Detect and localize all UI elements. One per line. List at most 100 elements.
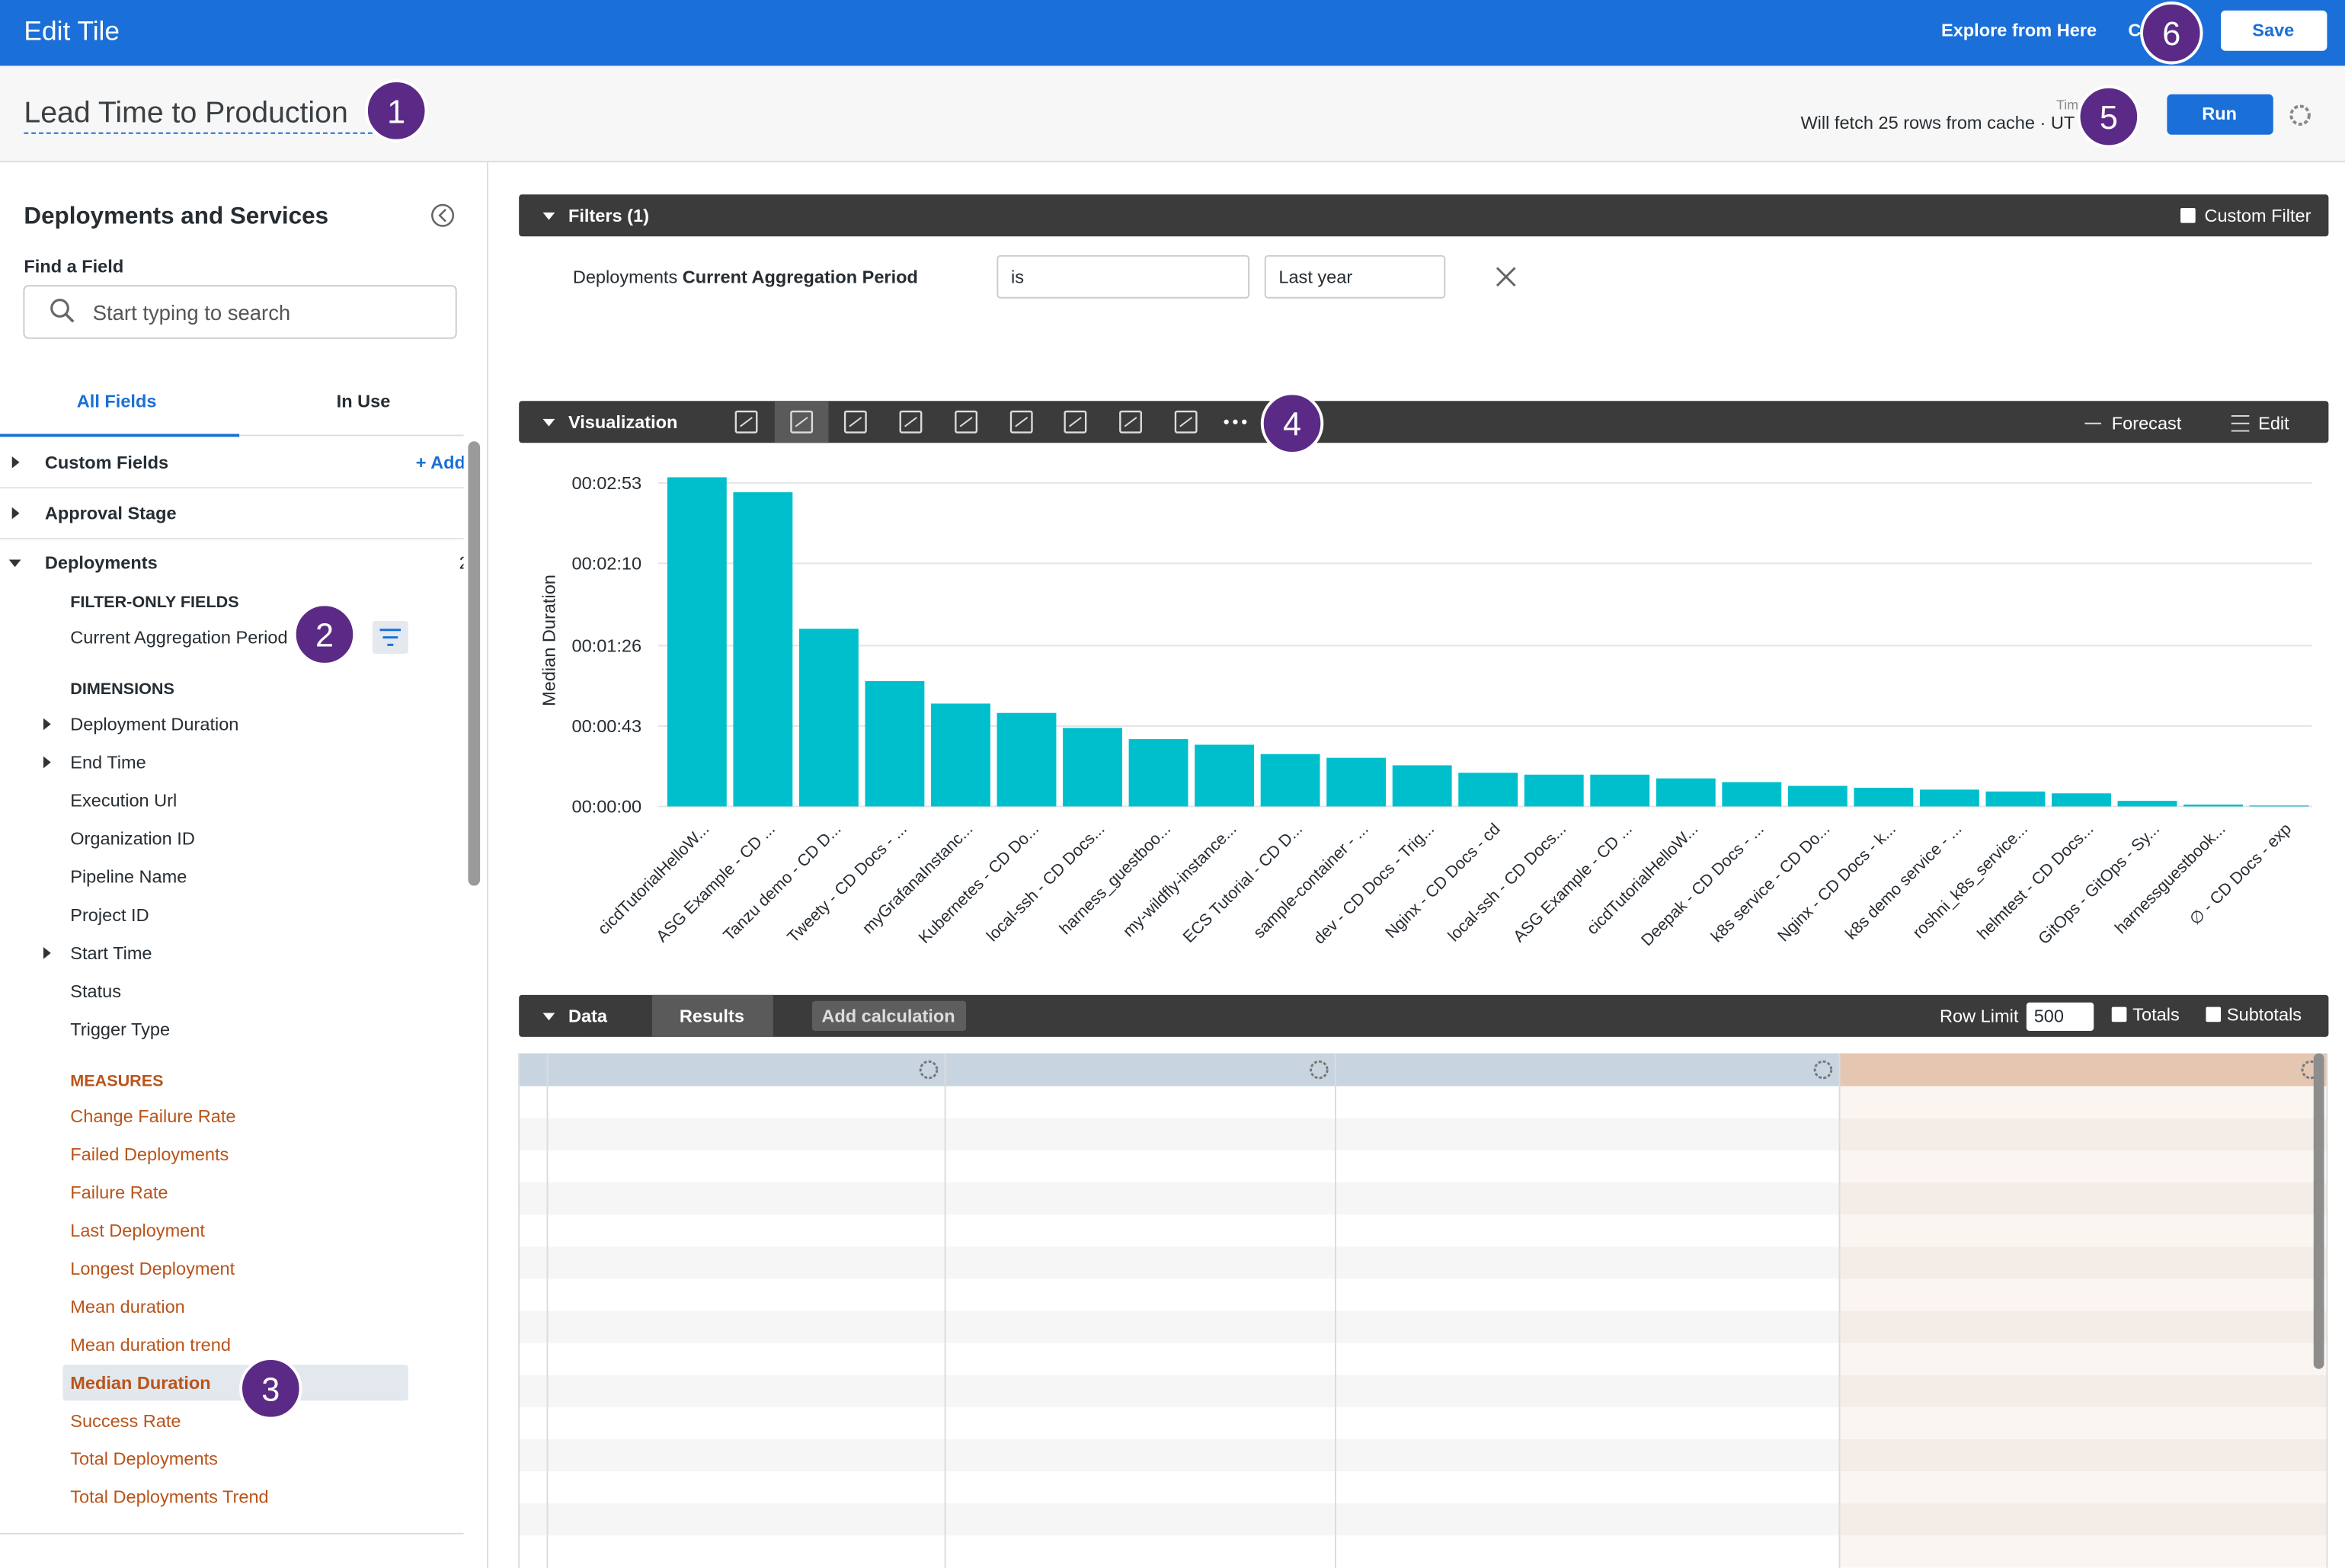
vis-type-icon[interactable] (1119, 410, 1142, 434)
bar[interactable] (1326, 757, 1387, 807)
cancel-link[interactable]: C (2128, 20, 2141, 40)
dimension-field[interactable]: Project ID (70, 905, 149, 925)
dimension-field[interactable]: Pipeline Name (70, 867, 187, 887)
dimension-field[interactable]: Start Time (70, 943, 152, 963)
bar[interactable] (865, 680, 925, 807)
bar[interactable] (1919, 789, 1979, 807)
bar[interactable] (2052, 793, 2111, 807)
row-limit-input[interactable] (2026, 1002, 2094, 1032)
bar[interactable] (997, 712, 1057, 807)
operator-select[interactable] (997, 254, 1250, 299)
save-button[interactable] (2221, 10, 2327, 51)
bar[interactable] (1260, 754, 1320, 807)
active-tab[interactable] (651, 994, 773, 1037)
vis-type-icon[interactable] (899, 410, 923, 434)
measure-field[interactable]: Longest Deployment (70, 1259, 235, 1278)
bar[interactable] (1524, 774, 1584, 807)
more-icon[interactable] (1224, 419, 1229, 424)
section-title[interactable]: Visualization (568, 412, 677, 432)
bar[interactable] (2249, 805, 2309, 807)
vis-type-icon[interactable] (1009, 410, 1033, 434)
field-group[interactable]: Custom Fields (45, 453, 168, 472)
dimension-field[interactable]: Status (70, 981, 121, 1001)
row-limit-value[interactable]: 500 (2034, 1006, 2064, 1026)
disclosure-arrow[interactable] (542, 212, 555, 220)
column-gear[interactable] (919, 1060, 939, 1080)
disclosure-arrow[interactable] (11, 456, 20, 469)
results-tab[interactable]: Results (680, 1006, 744, 1026)
more-icon[interactable] (1233, 419, 1238, 424)
checkbox[interactable] (2206, 1006, 2222, 1022)
measure-field[interactable]: Total Deployments (70, 1449, 218, 1469)
measure-field[interactable]: Total Deployments Trend (70, 1487, 268, 1507)
run-button[interactable] (2167, 94, 2273, 135)
disclosure-arrow[interactable] (8, 559, 21, 568)
field[interactable]: Current Aggregation Period (70, 628, 287, 648)
run-label[interactable]: Run (2202, 104, 2237, 123)
tab[interactable]: All Fields (77, 391, 157, 411)
scrollbar-thumb[interactable] (468, 441, 481, 886)
bar[interactable] (1458, 773, 1518, 807)
tile-name[interactable]: Lead Time to Production (24, 95, 347, 129)
bar[interactable] (1392, 765, 1452, 807)
bar[interactable] (667, 477, 727, 807)
measure-field[interactable]: Mean duration (70, 1297, 185, 1317)
bar[interactable] (2183, 805, 2243, 807)
column-gear[interactable] (1310, 1060, 1329, 1080)
dimension-field[interactable]: Organization ID (70, 829, 195, 849)
disclosure-arrow[interactable] (542, 1013, 555, 1021)
bar[interactable] (733, 492, 793, 807)
bar[interactable] (931, 703, 990, 807)
bar[interactable] (1195, 744, 1255, 807)
measure-field[interactable]: Failure Rate (70, 1182, 168, 1202)
dimension-field[interactable]: Execution Url (70, 791, 177, 811)
collapse-button[interactable] (431, 203, 455, 227)
checkbox[interactable] (2180, 207, 2196, 223)
explore-link[interactable]: Explore from Here (1941, 20, 2097, 40)
bar[interactable] (1722, 782, 1782, 807)
measure-field[interactable]: Last Deployment (70, 1221, 205, 1240)
measure-field[interactable]: Failed Deployments (70, 1144, 229, 1164)
disclosure-arrow[interactable] (11, 507, 20, 520)
disclosure-arrow[interactable] (43, 947, 51, 959)
column-gear[interactable] (1813, 1060, 1833, 1080)
bar[interactable] (1854, 787, 1914, 807)
vis-type-icon[interactable] (955, 410, 978, 434)
edit-button[interactable]: Edit (2258, 414, 2289, 434)
bar[interactable] (1128, 739, 1188, 807)
add-calculation-button[interactable] (811, 1000, 967, 1032)
value-input[interactable] (1264, 254, 1446, 299)
section-title[interactable]: Filters (1) (568, 206, 649, 226)
field-group[interactable]: Approval Stage (45, 504, 177, 523)
measure-field[interactable]: Mean duration trend (70, 1335, 231, 1355)
disclosure-arrow[interactable] (43, 756, 51, 769)
vis-type-icon[interactable] (843, 410, 867, 434)
disclosure-arrow[interactable] (542, 418, 555, 427)
bar[interactable] (1787, 786, 1848, 807)
bar[interactable] (1590, 774, 1650, 807)
bar[interactable] (798, 629, 859, 807)
disclosure-arrow[interactable] (43, 718, 51, 731)
bar[interactable] (2117, 801, 2177, 807)
add-calculation-label[interactable]: Add calculation (821, 1006, 955, 1026)
measure-field[interactable]: Median Duration (70, 1373, 210, 1393)
save-label[interactable]: Save (2252, 20, 2294, 40)
bar[interactable] (1063, 728, 1122, 807)
dimension-field[interactable]: Trigger Type (70, 1019, 170, 1039)
settings-icon[interactable] (2289, 104, 2311, 126)
bar[interactable] (1656, 778, 1716, 807)
measure-field[interactable]: Success Rate (70, 1411, 181, 1431)
tab[interactable]: In Use (337, 391, 391, 411)
more-icon[interactable] (1242, 419, 1247, 424)
field-group[interactable]: Deployments (45, 552, 158, 572)
vis-type-icon[interactable] (790, 410, 814, 434)
dimension-field[interactable]: End Time (70, 753, 146, 773)
dimension-field[interactable]: Deployment Duration (70, 714, 238, 734)
table-scrollbar[interactable] (2313, 1053, 2324, 1369)
bar[interactable] (1985, 791, 2046, 807)
measure-field[interactable]: Change Failure Rate (70, 1106, 235, 1126)
forecast-button[interactable]: Forecast (2112, 414, 2182, 434)
checkbox[interactable] (2111, 1006, 2127, 1022)
add-field[interactable]: + Add (416, 453, 465, 472)
vis-type-icon[interactable] (1064, 410, 1087, 434)
